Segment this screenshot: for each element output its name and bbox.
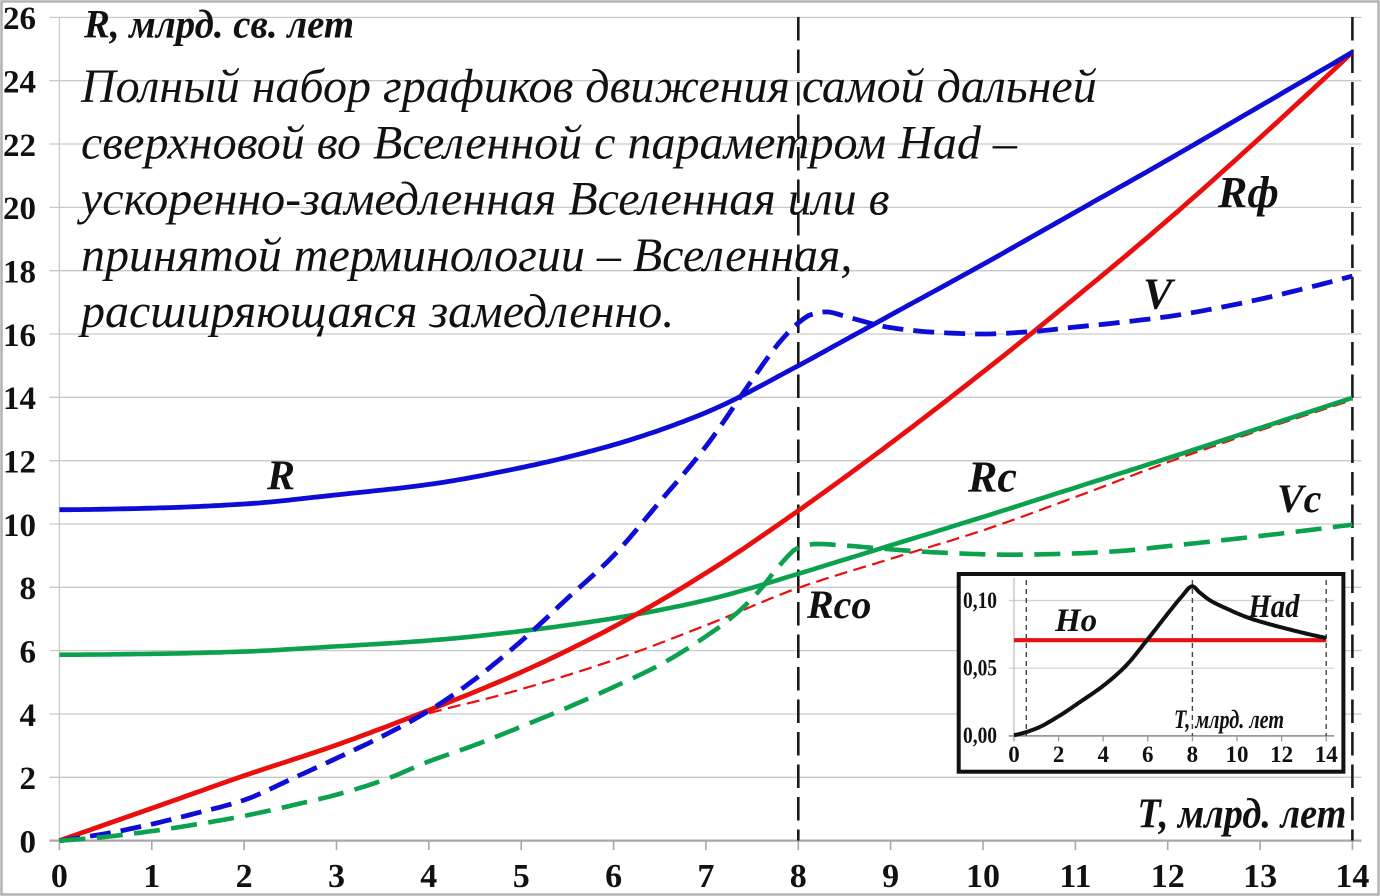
svg-text:14: 14 [3,381,36,417]
svg-text:R, млрд. св. лет: R, млрд. св. лет [83,2,354,47]
svg-text:принятой терминологии – Вселен: принятой терминологии – Вселенная, [81,229,852,282]
svg-text:2: 2 [1053,742,1065,767]
svg-text:2: 2 [236,858,253,895]
svg-text:расширяющаяся замедленно.: расширяющаяся замедленно. [78,285,674,338]
svg-text:8: 8 [1187,742,1199,767]
svg-text:0,00: 0,00 [963,723,997,748]
svg-text:ускоренно-замедленная Вселенна: ускоренно-замедленная Вселенная или в [76,173,890,226]
svg-text:R: R [266,454,295,500]
svg-text:сверхновой во Вселенной с пара: сверхновой во Вселенной с параметром Had… [81,116,1018,169]
svg-text:0: 0 [1008,742,1020,767]
svg-text:14: 14 [1315,742,1339,767]
svg-text:22: 22 [3,128,36,164]
svg-text:3: 3 [328,858,345,895]
svg-text:Rф: Rф [1217,168,1279,217]
svg-text:2: 2 [20,761,37,797]
svg-text:20: 20 [3,191,36,227]
svg-text:8: 8 [790,858,807,895]
svg-text:Т, млрд. лет: Т, млрд. лет [1174,705,1284,734]
svg-text:0,05: 0,05 [963,656,997,681]
svg-text:14: 14 [1335,858,1369,895]
svg-text:7: 7 [697,858,714,895]
svg-text:4: 4 [20,698,37,734]
svg-text:6: 6 [20,634,37,670]
svg-text:Rco: Rco [806,582,871,627]
svg-text:4: 4 [1097,742,1109,767]
svg-text:5: 5 [513,858,530,895]
svg-text:9: 9 [882,858,899,895]
svg-text:Rc: Rc [967,453,1017,502]
svg-text:1: 1 [143,858,160,895]
svg-text:12: 12 [1270,742,1293,767]
svg-text:10: 10 [966,858,1000,895]
svg-text:8: 8 [20,571,37,607]
svg-text:10: 10 [3,508,36,544]
svg-text:Т, млрд. лет: Т, млрд. лет [1137,792,1346,838]
svg-text:0: 0 [51,858,68,895]
svg-text:6: 6 [605,858,622,895]
svg-text:13: 13 [1243,858,1277,895]
svg-text:18: 18 [3,255,36,291]
svg-text:V: V [1143,270,1176,319]
svg-text:0,10: 0,10 [963,588,997,613]
svg-text:12: 12 [1151,858,1185,895]
svg-text:0: 0 [20,824,37,860]
svg-text:10: 10 [1226,742,1249,767]
svg-text:26: 26 [3,1,36,37]
svg-text:6: 6 [1142,742,1154,767]
svg-text:Had: Had [1248,589,1300,625]
svg-text:Ho: Ho [1054,603,1097,639]
svg-text:11: 11 [1059,858,1091,895]
svg-text:4: 4 [420,858,437,895]
svg-text:Полный набор графиков движения: Полный набор графиков движения самой дал… [80,60,1097,113]
svg-text:12: 12 [3,445,36,481]
svg-text:16: 16 [3,318,36,354]
svg-text:Vc: Vc [1277,476,1322,521]
svg-text:24: 24 [3,65,36,101]
